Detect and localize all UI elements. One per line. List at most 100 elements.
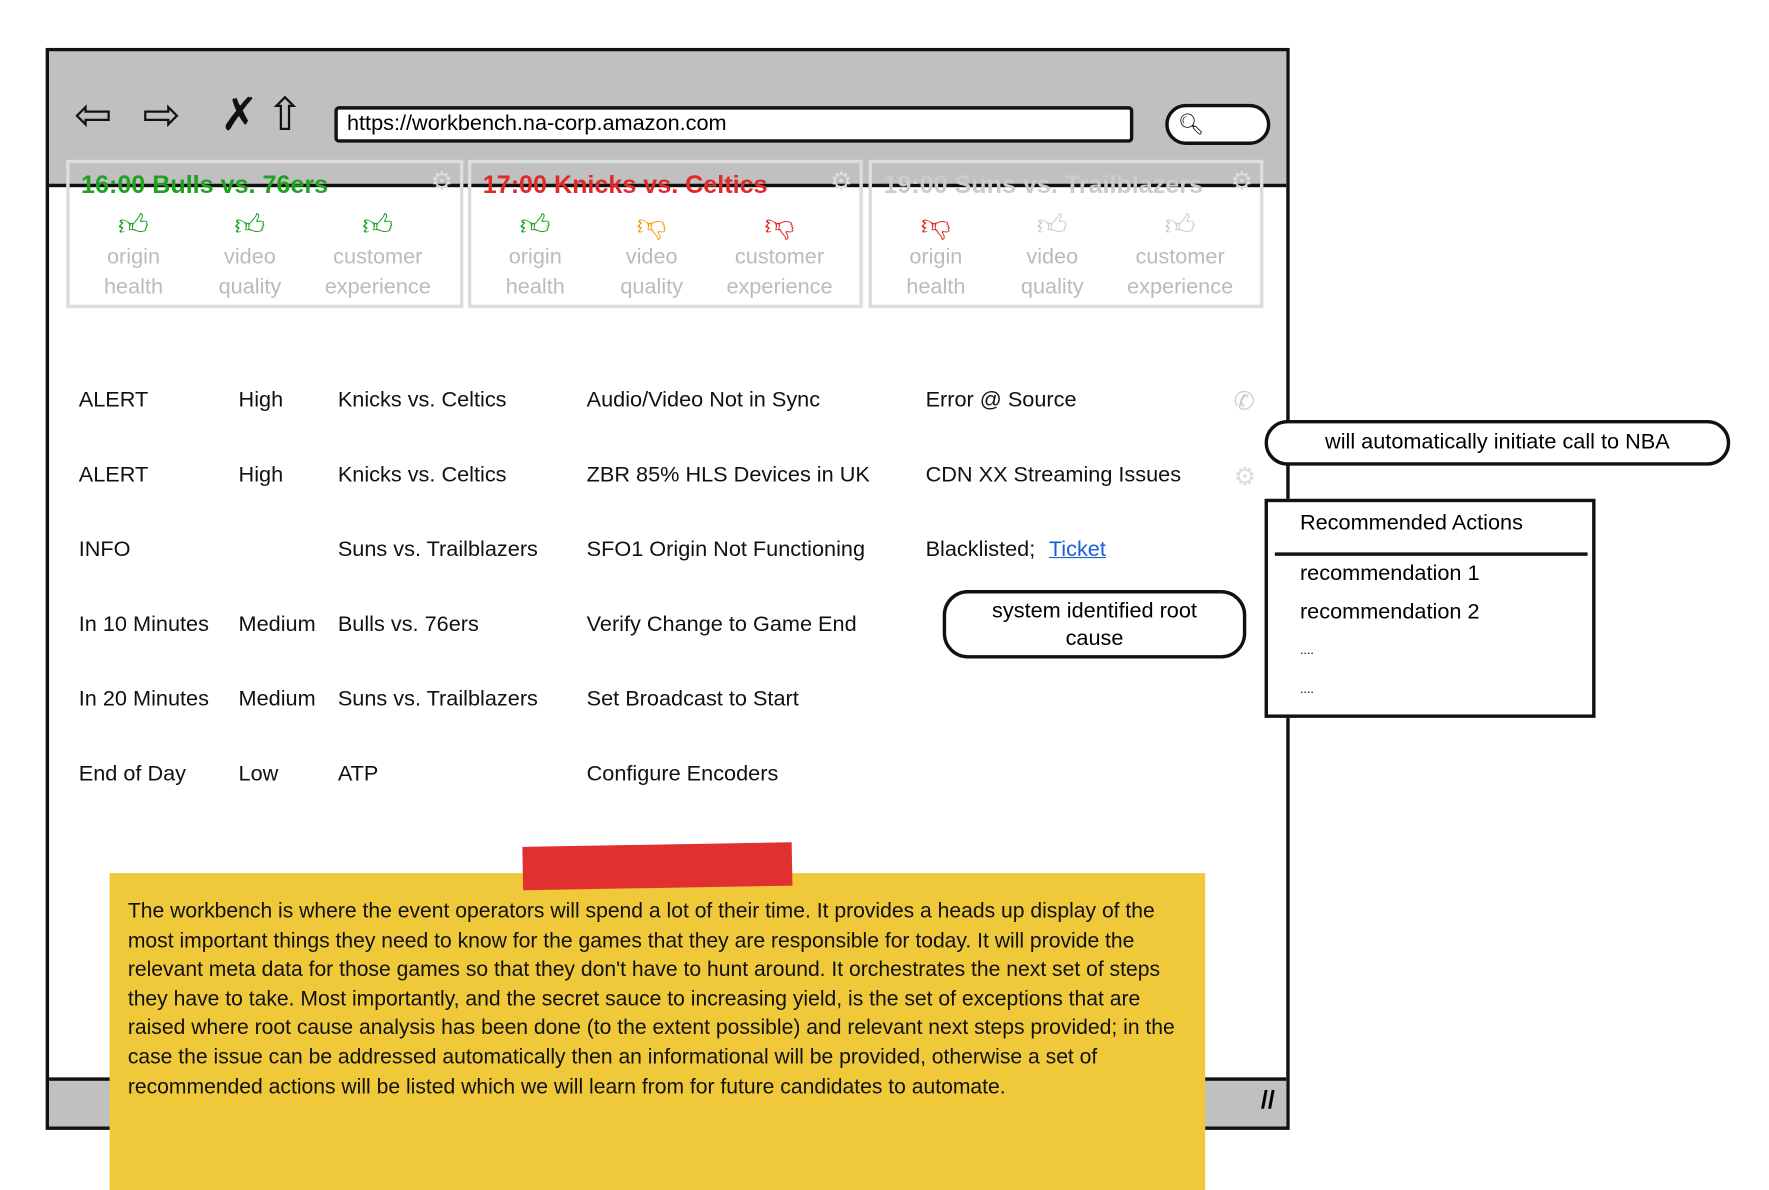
nba-call-callout: will automatically initiate call to NBA [1264, 419, 1731, 466]
metric-2: 👍︎ customer experience [316, 209, 439, 303]
event-type: In 20 Minutes [78, 687, 209, 712]
url-bar[interactable]: https://workbench.na-corp.amazon.com [334, 106, 1134, 143]
note-text: The workbench is where the event operato… [127, 898, 1175, 1098]
metric-1: 👍︎ video quality [991, 209, 1114, 303]
thumbs-up-icon: 👍︎ [519, 208, 551, 244]
event-priority: Medium [238, 687, 316, 712]
event-row[interactable]: INFO Suns vs. Trailblazers SFO1 Origin Not… [79, 538, 1266, 572]
event-issue: Set Broadcast to Start [586, 687, 799, 712]
game-card[interactable]: 16:00 Bulls vs. 76ers ⚙ 👍︎ origin health… [66, 159, 464, 309]
thumbs-up-icon: 👍︎ [118, 208, 150, 244]
event-issue: Verify Change to Game End [586, 612, 857, 637]
recommendation-item[interactable]: recommendation 2 [1299, 600, 1480, 625]
metric-label: video [1026, 245, 1079, 270]
event-issue: Configure Encoders [586, 761, 779, 786]
metric-1: 👍︎ video quality [188, 209, 311, 303]
metric-label: health [103, 275, 164, 300]
event-cause: Error @ Source [925, 388, 1077, 413]
gear-icon[interactable]: ⚙ [430, 167, 454, 197]
search-field[interactable]: 🔍︎ [1165, 103, 1271, 145]
event-type: End of Day [78, 761, 187, 786]
event-type: ALERT [78, 388, 149, 413]
metric-label: quality [1020, 275, 1084, 300]
gear-icon[interactable]: ⚙ [1233, 462, 1257, 492]
thumbs-up-icon: 👍︎ [1164, 208, 1196, 244]
phone-icon[interactable]: ✆ [1233, 388, 1255, 417]
event-type: In 10 Minutes [78, 612, 209, 637]
event-priority: High [238, 388, 284, 413]
home-icon[interactable]: ⇧ [265, 89, 305, 142]
game-title: 17:00 Knicks vs. Celtics [482, 170, 768, 199]
metric-2: 👍︎ customer experience [1118, 209, 1241, 303]
event-cause: Blacklisted; [925, 537, 1036, 562]
event-issue: ZBR 85% HLS Devices in UK [586, 462, 870, 487]
gear-icon[interactable]: ⚙ [830, 167, 853, 197]
game-title: 19:00 Suns vs. Trailblazers [883, 170, 1203, 199]
back-arrow-icon[interactable]: ⇦ [74, 89, 113, 142]
event-game: Knicks vs. Celtics [337, 462, 507, 487]
event-issue: SFO1 Origin Not Functioning [586, 537, 866, 562]
metric-label: experience [726, 275, 833, 300]
recommended-actions-title: Recommended Actions [1299, 511, 1523, 536]
callout-text: will automatically initiate call to NBA [1325, 430, 1670, 455]
thumbs-up-icon: 👍︎ [362, 208, 394, 244]
metric-label: origin [909, 245, 963, 270]
browser-toolbar: ⇦ ⇨ ✗ ⇧ https://workbench.na-corp.amazon… [49, 51, 1287, 188]
metric-label: origin [106, 245, 161, 270]
event-game: Suns vs. Trailblazers [337, 687, 538, 712]
event-issue: Audio/Video Not in Sync [586, 388, 821, 413]
sticky-note: The workbench is where the event operato… [109, 873, 1206, 1190]
gear-icon[interactable]: ⚙ [1230, 167, 1254, 197]
metric-label: video [224, 245, 276, 270]
thumbs-up-icon: 👍︎ [234, 208, 266, 244]
resize-grip-icon[interactable]: // [1260, 1085, 1275, 1114]
metric-label: quality [218, 275, 282, 300]
event-type: INFO [78, 537, 131, 562]
metric-2: 👎︎ customer experience [718, 209, 841, 303]
thumbs-down-icon: 👎︎ [764, 208, 795, 244]
recommended-actions-panel: Recommended Actions recommendation 1 rec… [1264, 498, 1596, 718]
metric-label: customer [333, 245, 423, 270]
event-priority: Low [238, 761, 279, 786]
game-title: 16:00 Bulls vs. 76ers [81, 170, 329, 199]
game-card[interactable]: 17:00 Knicks vs. Celtics ⚙ 👍︎ origin hea… [467, 159, 863, 309]
forward-arrow-icon[interactable]: ⇨ [142, 89, 181, 142]
tape-decoration [522, 842, 793, 891]
event-game: Bulls vs. 76ers [337, 612, 479, 637]
event-priority: Medium [238, 612, 316, 637]
event-game: Knicks vs. Celtics [337, 388, 507, 413]
close-x-icon[interactable]: ✗ [220, 89, 259, 142]
event-row[interactable]: ALERT High Knicks vs. Celtics Audio/Video N… [79, 388, 1266, 422]
event-row[interactable]: In 10 Minutes Medium Bulls vs. 76ers Verify… [79, 612, 1266, 646]
recommendation-item[interactable]: .... [1299, 682, 1314, 697]
metric-label: experience [1127, 275, 1234, 300]
event-row[interactable]: ALERT High Knicks vs. Celtics ZBR 85% HLS D… [79, 463, 1266, 497]
event-row[interactable]: End of Day Low ATP Configure Encoders [79, 762, 1266, 796]
metric-label: video [625, 245, 678, 270]
metric-label: health [906, 275, 966, 300]
metric-label: experience [324, 275, 431, 300]
game-card[interactable]: 19:00 Suns vs. Trailblazers ⚙ 👎︎ origin … [868, 159, 1264, 309]
callout-text: cause [1065, 626, 1124, 651]
callout-text: system identified root [992, 599, 1197, 624]
divider [1274, 552, 1588, 556]
metric-label: customer [1135, 245, 1225, 270]
event-row[interactable]: In 20 Minutes Medium Suns vs. Trailblazers… [79, 687, 1266, 721]
metric-0: 👍︎ origin health [474, 209, 597, 303]
metric-0: 👎︎ origin health [874, 209, 997, 303]
ticket-link[interactable]: Ticket [1048, 537, 1106, 562]
root-cause-callout: system identified root cause [942, 590, 1247, 659]
recommendation-item[interactable]: recommendation 1 [1299, 561, 1480, 586]
event-type: ALERT [78, 462, 149, 487]
metric-label: quality [620, 275, 684, 300]
recommendation-item[interactable]: .... [1299, 643, 1314, 658]
event-cause: CDN XX Streaming Issues [925, 462, 1182, 487]
metric-label: origin [508, 245, 562, 270]
thumbs-down-icon: 👎︎ [920, 208, 951, 244]
metric-1: 👎︎ video quality [590, 209, 713, 303]
metric-label: health [505, 275, 565, 300]
search-icon: 🔍︎ [1177, 112, 1204, 136]
event-priority: High [238, 462, 284, 487]
metric-label: customer [734, 245, 825, 270]
thumbs-down-icon: 👎︎ [636, 208, 667, 244]
